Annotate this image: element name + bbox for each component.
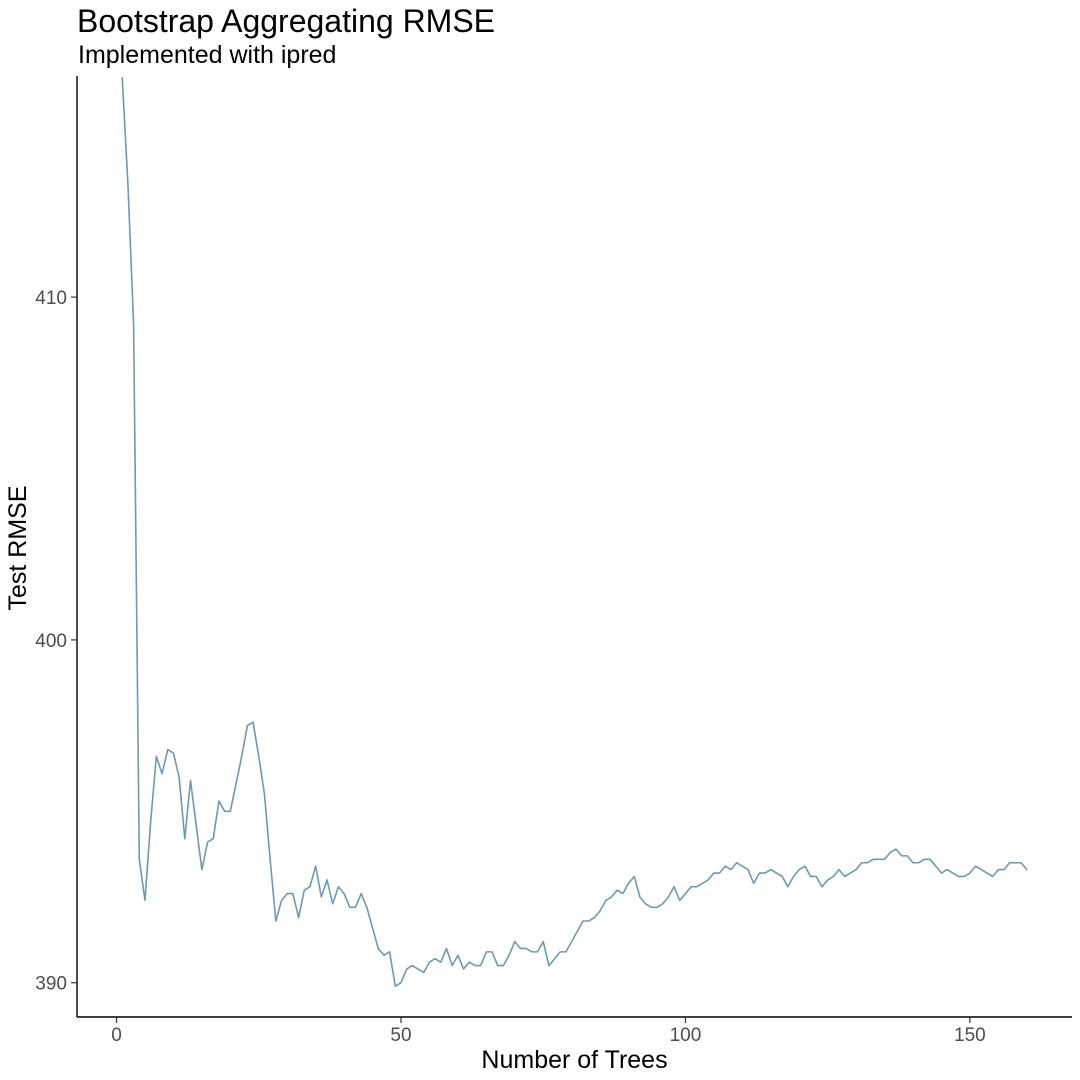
y-tick-label: 390 [35,974,67,995]
y-tick-label: 410 [35,288,67,309]
x-tick-label: 50 [390,1025,411,1046]
x-ticks: 0 50 100 150 [111,1017,986,1046]
series-line [121,76,1028,987]
x-axis-title: Number of Trees [481,1046,667,1074]
chart-subtitle: Implemented with ipred [78,41,337,69]
series-layer [121,76,1028,987]
y-axis-title: Test RMSE [4,485,32,610]
x-tick-label: 100 [670,1025,702,1046]
chart-title: Bootstrap Aggregating RMSE [77,3,496,39]
y-tick-label: 400 [35,631,67,652]
x-tick-label: 0 [111,1025,122,1046]
x-tick-label: 150 [954,1025,986,1046]
y-ticks: 390 400 410 [35,288,77,995]
axes [76,76,1072,1018]
